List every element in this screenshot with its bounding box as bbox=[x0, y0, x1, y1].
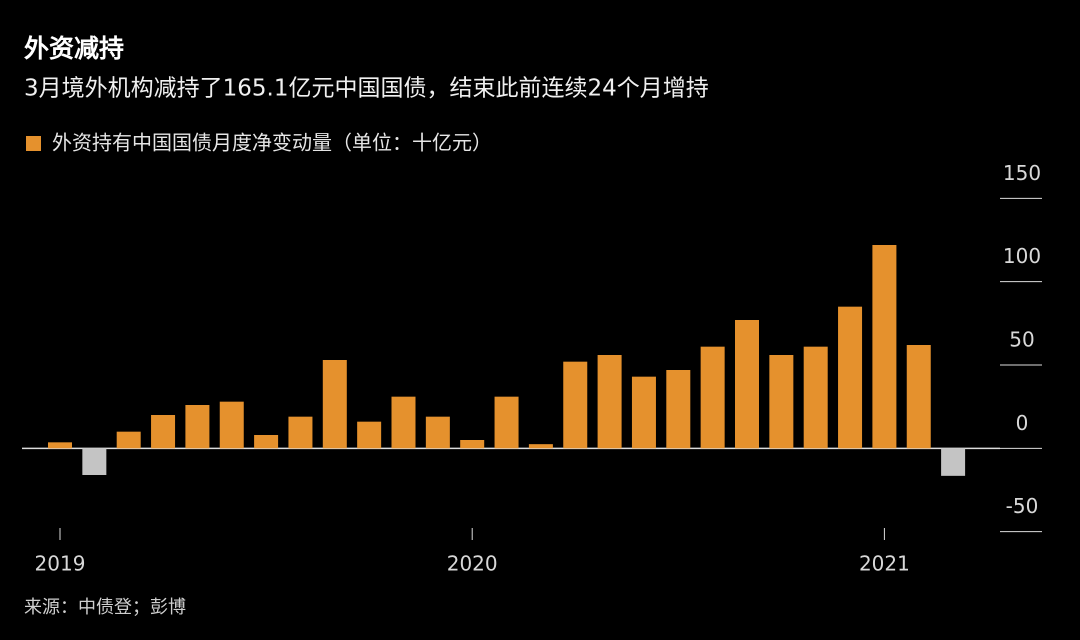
x-tick-label: 2020 bbox=[447, 552, 498, 576]
y-tick-label: 150 bbox=[1003, 161, 1041, 185]
bar bbox=[803, 346, 828, 449]
y-tick-label: 0 bbox=[1016, 411, 1029, 435]
bar bbox=[735, 320, 759, 449]
bar bbox=[391, 396, 416, 449]
bar bbox=[700, 346, 725, 449]
bar bbox=[357, 421, 382, 449]
legend-label: 外资持有中国国债月度净变动量（单位：十亿元） bbox=[52, 131, 492, 155]
bar bbox=[151, 415, 176, 449]
bar bbox=[494, 396, 519, 449]
bar bbox=[116, 431, 141, 449]
x-tick-label: 2019 bbox=[35, 552, 86, 576]
bar bbox=[666, 370, 691, 449]
bar bbox=[254, 435, 279, 449]
bar bbox=[82, 448, 107, 475]
bar bbox=[838, 306, 863, 449]
chart-title: 外资减持 bbox=[24, 34, 124, 63]
bar bbox=[288, 416, 313, 449]
bar bbox=[185, 405, 210, 449]
bar bbox=[48, 442, 72, 449]
y-tick-label: 50 bbox=[1009, 328, 1034, 352]
bar bbox=[460, 440, 485, 449]
bar bbox=[872, 245, 897, 449]
source-note: 来源：中债登；彭博 bbox=[24, 597, 186, 618]
bar bbox=[597, 355, 622, 449]
bar bbox=[631, 376, 656, 449]
y-tick-label: 100 bbox=[1003, 244, 1041, 268]
bar bbox=[528, 444, 553, 449]
bar bbox=[769, 355, 794, 449]
y-tick-label: -50 bbox=[1006, 494, 1039, 518]
bar bbox=[322, 360, 347, 449]
chart-subtitle: 3月境外机构减持了165.1亿元中国国债，结束此前连续24个月增持 bbox=[24, 76, 709, 102]
bar bbox=[941, 448, 966, 476]
bar bbox=[563, 361, 588, 449]
bar bbox=[219, 401, 244, 449]
x-tick-label: 2021 bbox=[859, 552, 910, 576]
bar bbox=[425, 416, 450, 449]
legend-swatch bbox=[26, 136, 41, 151]
bar bbox=[906, 345, 931, 449]
